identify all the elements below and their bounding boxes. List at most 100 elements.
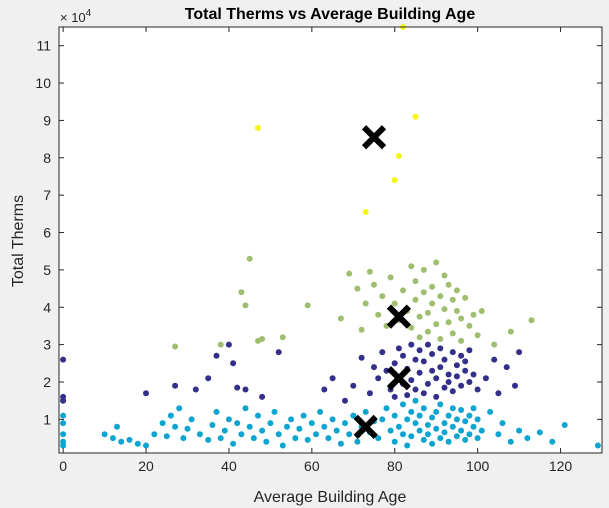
data-point-cluster-1 xyxy=(159,420,166,427)
data-point-cluster-2 xyxy=(329,375,336,382)
data-point-cluster-3 xyxy=(408,324,415,331)
data-point-cluster-1 xyxy=(60,431,67,438)
data-point-cluster-1 xyxy=(308,420,315,427)
y-axis-exponent-power: 4 xyxy=(86,8,92,19)
data-point-cluster-2 xyxy=(474,386,481,393)
data-point-cluster-1 xyxy=(346,431,353,438)
data-point-cluster-2 xyxy=(466,379,473,385)
data-point-cluster-1 xyxy=(225,416,232,423)
data-point-cluster-1 xyxy=(238,431,245,438)
centroid-marker-2 xyxy=(386,304,412,329)
data-point-cluster-1 xyxy=(242,405,249,412)
data-point-cluster-2 xyxy=(466,347,473,354)
data-point-cluster-2 xyxy=(424,380,431,387)
data-point-cluster-1 xyxy=(284,423,290,430)
data-point-cluster-2 xyxy=(495,390,502,397)
data-point-cluster-2 xyxy=(491,356,498,363)
data-point-cluster-4 xyxy=(255,124,261,131)
data-point-cluster-1 xyxy=(474,435,481,442)
data-point-cluster-1 xyxy=(151,431,158,438)
data-point-cluster-3 xyxy=(453,287,460,294)
data-point-cluster-2 xyxy=(412,386,419,393)
data-point-cluster-2 xyxy=(172,382,179,389)
data-point-cluster-1 xyxy=(118,438,125,445)
x-tick-label: 120 xyxy=(549,458,573,474)
data-point-cluster-2 xyxy=(482,375,489,382)
data-point-cluster-1 xyxy=(288,416,295,423)
data-point-cluster-2 xyxy=(60,397,67,404)
data-point-cluster-2 xyxy=(458,352,465,359)
data-point-cluster-1 xyxy=(275,431,282,438)
data-point-cluster-1 xyxy=(205,436,212,443)
data-point-cluster-1 xyxy=(196,431,203,438)
x-tick-label: 100 xyxy=(466,458,490,474)
data-point-cluster-3 xyxy=(354,285,361,292)
data-point-cluster-3 xyxy=(437,293,444,300)
data-point-cluster-2 xyxy=(453,373,460,380)
data-point-cluster-1 xyxy=(304,436,311,443)
data-point-cluster-2 xyxy=(462,367,469,374)
data-point-cluster-2 xyxy=(408,377,415,384)
data-point-cluster-3 xyxy=(416,313,423,320)
data-point-cluster-1 xyxy=(321,423,328,430)
data-point-cluster-1 xyxy=(60,420,67,427)
data-point-cluster-3 xyxy=(246,255,253,262)
data-point-cluster-2 xyxy=(445,371,452,378)
data-point-cluster-2 xyxy=(342,397,348,404)
data-point-cluster-1 xyxy=(333,427,340,434)
data-point-cluster-1 xyxy=(462,436,469,443)
data-point-cluster-3 xyxy=(242,302,249,309)
data-point-cluster-3 xyxy=(458,337,465,344)
data-point-cluster-2 xyxy=(366,390,373,397)
data-point-cluster-2 xyxy=(358,354,365,361)
data-point-cluster-1 xyxy=(350,412,357,419)
data-point-cluster-2 xyxy=(458,382,465,389)
data-point-cluster-3 xyxy=(429,283,436,290)
data-point-cluster-3 xyxy=(416,334,423,341)
data-point-cluster-1 xyxy=(441,429,448,436)
data-point-cluster-1 xyxy=(354,438,361,445)
data-point-cluster-3 xyxy=(420,266,427,273)
data-point-cluster-2 xyxy=(60,356,67,363)
y-tick-label: 4 xyxy=(43,299,51,315)
data-point-cluster-3 xyxy=(412,296,419,303)
data-point-cluster-1 xyxy=(101,431,108,438)
data-point-cluster-3 xyxy=(358,326,365,333)
y-axis-exponent-label: × 104 xyxy=(60,8,92,25)
data-point-cluster-2 xyxy=(445,379,452,385)
chart-title: Total Therms vs Average Building Age xyxy=(185,6,476,23)
data-point-cluster-2 xyxy=(400,352,406,359)
data-point-cluster-1 xyxy=(292,435,299,442)
data-point-cluster-2 xyxy=(379,349,386,356)
data-point-cluster-2 xyxy=(213,352,220,359)
centroid-marker-4 xyxy=(353,414,378,439)
data-point-cluster-1 xyxy=(362,408,369,415)
data-point-cluster-1 xyxy=(134,440,141,447)
data-point-cluster-2 xyxy=(512,382,518,389)
data-point-cluster-1 xyxy=(424,422,431,428)
data-point-cluster-3 xyxy=(507,328,514,335)
data-point-cluster-3 xyxy=(379,293,386,300)
data-point-cluster-1 xyxy=(445,438,452,445)
y-tick-label: 7 xyxy=(43,187,51,203)
data-point-cluster-1 xyxy=(441,420,448,427)
data-point-cluster-1 xyxy=(296,425,303,432)
data-point-cluster-1 xyxy=(499,420,506,427)
plot-area[interactable] xyxy=(59,27,602,453)
data-point-cluster-3 xyxy=(429,300,436,307)
data-point-cluster-1 xyxy=(549,438,556,445)
data-point-cluster-3 xyxy=(217,341,224,348)
data-point-cluster-3 xyxy=(474,332,481,339)
data-point-cluster-1 xyxy=(470,423,477,430)
data-point-cluster-3 xyxy=(424,309,431,316)
data-point-cluster-1 xyxy=(478,427,485,434)
y-axis-title: Total Therms xyxy=(10,195,27,287)
data-point-cluster-3 xyxy=(408,263,415,270)
data-point-cluster-3 xyxy=(412,278,419,285)
data-point-cluster-2 xyxy=(441,384,448,391)
data-point-cluster-1 xyxy=(466,412,473,419)
y-tick-label: 8 xyxy=(43,150,51,166)
data-point-cluster-3 xyxy=(400,287,406,294)
data-point-cluster-2 xyxy=(441,356,448,363)
data-point-cluster-2 xyxy=(275,349,282,356)
